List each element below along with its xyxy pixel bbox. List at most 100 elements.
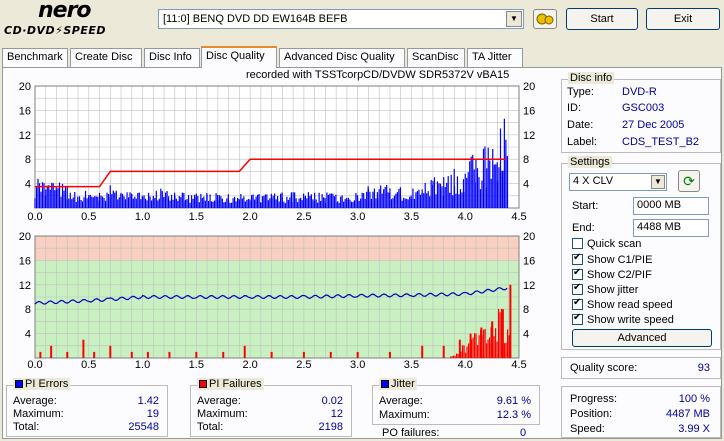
po-failures-value: 0 xyxy=(520,427,527,439)
pi-errors-group: PI Errors Average: 1.42 Maximum: 19 Tota… xyxy=(6,378,168,437)
x-tick-label: 0.0 xyxy=(27,211,42,223)
jitter-maximum-value: 12.3 % xyxy=(496,409,531,421)
checkbox-icon[interactable] xyxy=(572,252,583,265)
pi-failures-total-value: 2198 xyxy=(318,421,343,433)
pi-failures-average-value: 0.02 xyxy=(321,395,343,407)
pi-failures-color-swatch xyxy=(199,380,207,389)
checkbox-icon[interactable] xyxy=(572,238,583,249)
logo-subtitle: CD·DVD⚡SPEED xyxy=(4,24,107,37)
chevron-down-icon[interactable]: ▼ xyxy=(651,175,665,189)
quick-scan-checkbox[interactable]: Quick scan xyxy=(572,238,641,250)
show-c1-pie-checkbox[interactable]: Show C1/PIE xyxy=(572,252,652,266)
quality-charts: 20 16 12 8 4 20 16 12 8 4 0.0 0.5 1.0 1.5 2.0 2.5 3.0 3.5… xyxy=(19,81,536,371)
jitter-average-label: Average: xyxy=(379,395,423,407)
end-input[interactable]: 4488 MB xyxy=(633,219,709,237)
checkbox-icon[interactable] xyxy=(572,312,583,325)
settings-group: Settings 4 X CLV ▼ ⟳ Start: 0000 MB End:… xyxy=(561,156,721,350)
speed-value: 3.99 X xyxy=(678,423,710,435)
y-tick-label: 16 xyxy=(19,255,31,267)
speed-select[interactable]: 4 X CLV ▼ xyxy=(569,173,667,191)
jitter-group: Jitter Average: 9.61 % Maximum: 12.3 % xyxy=(372,378,540,425)
disc-date-value: 27 Dec 2005 xyxy=(622,119,685,131)
show-write-speed-checkbox[interactable]: Show write speed xyxy=(572,312,674,326)
x-tick-label: 2.5 xyxy=(296,211,311,223)
position-value: 4487 MB xyxy=(665,408,710,420)
pi-failures-average-label: Average: xyxy=(197,395,241,407)
read-speed-line xyxy=(35,158,507,188)
refresh-icon: ⟳ xyxy=(683,173,695,189)
quality-score-group: Quality score: 93 xyxy=(561,357,721,379)
x-tick-label: 0.5 xyxy=(81,211,96,223)
disc-type-value: DVD-R xyxy=(622,86,657,98)
x-tick-label: 0.5 xyxy=(81,359,96,371)
drive-config-icon xyxy=(536,13,554,25)
tab-create-disc[interactable]: Create Disc xyxy=(70,48,142,67)
y-tick-label: 4 xyxy=(25,329,31,341)
pi-errors-maximum-value: 19 xyxy=(146,408,159,420)
y-tick-label-right: 16 xyxy=(523,105,535,117)
nero-logo: nero CD·DVD⚡SPEED xyxy=(4,0,154,38)
checkbox-icon[interactable] xyxy=(572,282,583,295)
x-tick-label: 3.5 xyxy=(404,359,419,371)
pi-failures-group: PI Failures Average: 0.02 Maximum: 12 To… xyxy=(190,378,352,437)
tab-ta-jitter[interactable]: TA Jitter xyxy=(467,48,523,67)
pi-errors-average-value: 1.42 xyxy=(137,395,159,407)
jitter-maximum-label: Maximum: xyxy=(379,409,430,421)
quality-score-label: Quality score: xyxy=(570,362,638,374)
start-input[interactable]: 0000 MB xyxy=(633,197,709,215)
plot-frame xyxy=(34,85,520,209)
checkbox-icon[interactable] xyxy=(572,267,583,280)
tab-disc-info[interactable]: Disc Info xyxy=(144,48,200,67)
plot-frame xyxy=(34,235,520,359)
disc-info-group: Disc info Type: DVD-R ID: GSC003 Date: 2… xyxy=(561,72,721,153)
checkbox-icon[interactable] xyxy=(572,297,583,310)
tab-advanced-disc-quality[interactable]: Advanced Disc Quality xyxy=(279,48,405,67)
disc-label-value: CDS_TEST_B2 xyxy=(622,136,700,148)
chevron-down-icon[interactable]: ▼ xyxy=(506,11,522,27)
y-tick-label-right: 8 xyxy=(523,154,529,166)
jitter-title: Jitter xyxy=(379,378,417,390)
pi-errors-average-label: Average: xyxy=(13,395,57,407)
tab-disc-quality[interactable]: Disc Quality xyxy=(201,46,277,68)
jitter-color-swatch xyxy=(381,380,389,389)
show-write-speed-label: Show write speed xyxy=(587,314,674,326)
y-tick-label-right: 4 xyxy=(523,329,529,341)
show-jitter-checkbox[interactable]: Show jitter xyxy=(572,282,638,296)
y-tick-label-right: 20 xyxy=(523,81,535,93)
x-tick-label: 1.0 xyxy=(135,359,150,371)
y-tick-label: 12 xyxy=(19,280,31,292)
speed-label: Speed: xyxy=(570,423,605,435)
y-tick-label: 4 xyxy=(25,179,31,191)
x-tick-label: 4.0 xyxy=(458,211,473,223)
show-read-speed-checkbox[interactable]: Show read speed xyxy=(572,297,673,311)
po-failures-label: PO failures: xyxy=(382,427,440,439)
tab-benchmark[interactable]: Benchmark xyxy=(2,48,68,67)
y-tick-label-right: 16 xyxy=(523,255,535,267)
start-button[interactable]: Start xyxy=(566,8,638,30)
x-tick-label: 3.0 xyxy=(350,359,365,371)
disc-date-label: Date: xyxy=(567,119,594,131)
position-label: Position: xyxy=(570,408,613,420)
x-tick-label: 1.5 xyxy=(189,359,204,371)
quality-score-value: 93 xyxy=(697,362,710,374)
tab-scandisc[interactable]: ScanDisc xyxy=(407,48,465,67)
logo-name: nero xyxy=(38,0,92,23)
x-tick-label: 0.0 xyxy=(27,359,42,371)
y-tick-label: 12 xyxy=(19,130,31,142)
drive-config-button[interactable] xyxy=(533,9,557,29)
exit-button[interactable]: Exit xyxy=(646,8,720,30)
show-c2-pif-checkbox[interactable]: Show C2/PIF xyxy=(572,267,652,281)
end-label: End: xyxy=(572,222,595,234)
jitter-average-value: 9.61 % xyxy=(496,395,531,407)
pi-failures-maximum-label: Maximum: xyxy=(197,408,248,420)
drive-select[interactable]: [11:0] BENQ DVD DD EW164B BEFB ▼ xyxy=(158,9,524,29)
pi-errors-title: PI Errors xyxy=(13,378,71,390)
x-tick-label: 1.0 xyxy=(135,211,150,223)
advanced-button[interactable]: Advanced xyxy=(572,329,712,347)
progress-label: Progress: xyxy=(570,393,618,405)
x-tick-label: 4.5 xyxy=(511,359,526,371)
pi-failures-maximum-value: 12 xyxy=(330,408,343,420)
x-tick-label: 3.0 xyxy=(350,211,365,223)
refresh-button[interactable]: ⟳ xyxy=(678,170,700,192)
speed-select-value: 4 X CLV xyxy=(573,175,614,187)
